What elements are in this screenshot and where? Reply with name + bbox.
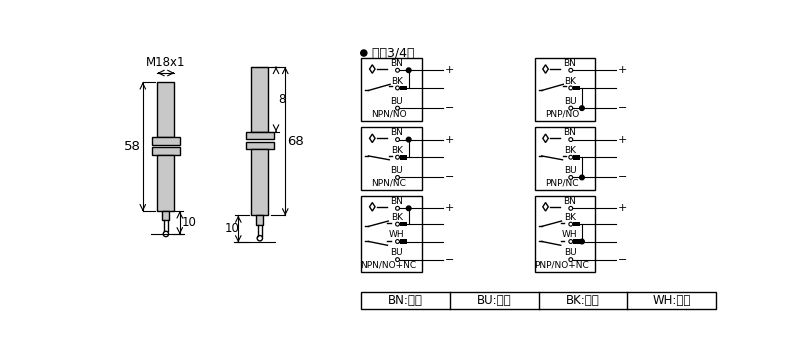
Bar — [246, 142, 274, 149]
Circle shape — [580, 175, 584, 180]
Text: 58: 58 — [124, 140, 142, 153]
Text: BK: BK — [564, 77, 576, 86]
Text: 10: 10 — [225, 222, 240, 235]
Text: BU: BU — [564, 97, 576, 106]
Circle shape — [406, 137, 411, 142]
Text: BN: BN — [563, 128, 577, 137]
Text: WH: WH — [389, 230, 405, 239]
Bar — [152, 147, 180, 155]
Text: NPN/NO: NPN/NO — [370, 109, 406, 119]
Text: +: + — [618, 203, 627, 213]
Text: −: − — [445, 172, 454, 182]
Text: BU: BU — [564, 248, 576, 257]
Text: BU: BU — [390, 248, 403, 257]
Text: BN: BN — [390, 197, 403, 206]
Bar — [534, 127, 594, 190]
Text: BN: BN — [563, 197, 577, 206]
Bar — [400, 239, 407, 244]
Bar — [362, 127, 422, 190]
Text: +: + — [445, 134, 454, 145]
Bar — [574, 239, 581, 244]
Bar — [152, 137, 180, 145]
Bar — [251, 67, 268, 132]
Text: +: + — [618, 65, 627, 75]
Text: BK: BK — [564, 146, 576, 155]
Text: −: − — [445, 103, 454, 113]
Text: BU: BU — [564, 166, 576, 175]
Text: NPN/NO+NC: NPN/NO+NC — [361, 260, 417, 269]
Bar — [574, 222, 581, 226]
Text: +: + — [445, 203, 454, 213]
Bar — [251, 149, 268, 215]
Text: +: + — [618, 134, 627, 145]
Text: BK: BK — [564, 213, 576, 222]
Bar — [246, 132, 274, 139]
Circle shape — [580, 106, 584, 111]
Text: BK:黑色: BK:黑色 — [566, 295, 600, 307]
Bar — [400, 222, 407, 226]
Circle shape — [406, 68, 411, 73]
Text: −: − — [618, 254, 627, 265]
Bar — [400, 86, 407, 90]
Circle shape — [580, 239, 584, 244]
Bar — [158, 82, 174, 137]
Bar — [162, 211, 170, 220]
Bar — [534, 196, 594, 272]
Text: WH: WH — [562, 230, 578, 239]
Text: −: − — [618, 172, 627, 182]
Text: BN: BN — [563, 59, 577, 68]
Bar — [574, 86, 581, 90]
Bar — [362, 58, 422, 121]
Text: BK: BK — [390, 213, 402, 222]
Text: 10: 10 — [182, 216, 197, 229]
Text: BK: BK — [390, 146, 402, 155]
Text: 直涁3/4线: 直涁3/4线 — [368, 46, 414, 59]
Text: −: − — [618, 103, 627, 113]
Bar — [362, 196, 422, 272]
Text: −: − — [445, 254, 454, 265]
Text: 8: 8 — [278, 93, 286, 106]
Text: M18x1: M18x1 — [146, 56, 186, 69]
Text: BU: BU — [390, 97, 403, 106]
Bar — [400, 155, 407, 159]
Bar — [534, 58, 594, 121]
Text: +: + — [445, 65, 454, 75]
Text: PNP/NC: PNP/NC — [545, 179, 578, 188]
Circle shape — [406, 206, 411, 210]
Text: BK: BK — [390, 77, 402, 86]
Bar — [574, 155, 581, 159]
Text: BN:棕色: BN:棕色 — [388, 295, 423, 307]
Text: 68: 68 — [287, 135, 304, 148]
Text: PNP/NO+NC: PNP/NO+NC — [534, 260, 589, 269]
Bar — [362, 293, 716, 309]
Bar — [256, 215, 263, 225]
Text: BU:兰色: BU:兰色 — [477, 295, 512, 307]
Text: NPN/NC: NPN/NC — [371, 179, 406, 188]
Text: WH:白色: WH:白色 — [652, 295, 690, 307]
Text: BU: BU — [390, 166, 403, 175]
Text: BN: BN — [390, 128, 403, 137]
Circle shape — [361, 50, 367, 56]
Bar — [158, 155, 174, 211]
Text: BN: BN — [390, 59, 403, 68]
Text: PNP/NO: PNP/NO — [545, 109, 579, 119]
